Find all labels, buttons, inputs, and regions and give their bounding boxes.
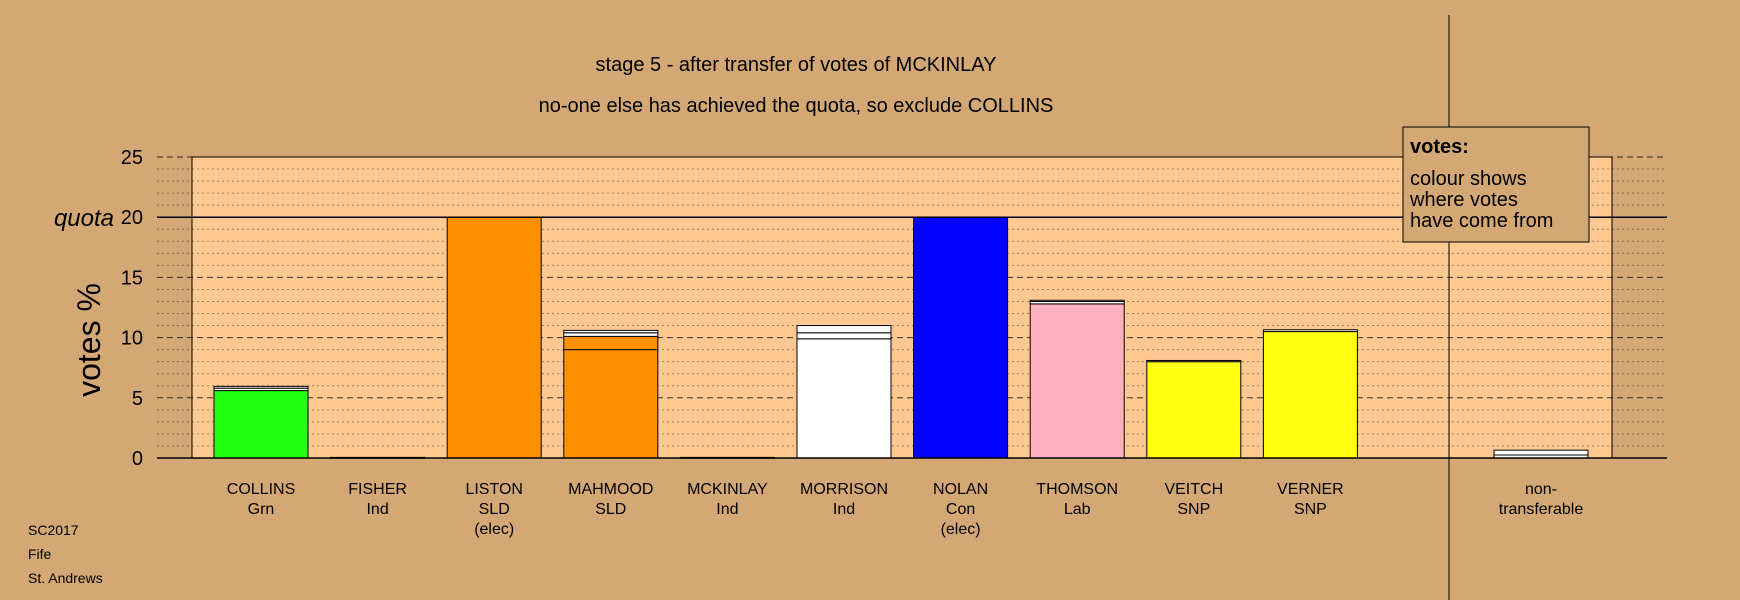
y-axis-label: votes % — [71, 283, 107, 397]
bar-segment — [1146, 361, 1242, 459]
candidate-label: MAHMOOD SLD — [568, 481, 653, 518]
candidate-label-line: COLLINS — [227, 481, 295, 498]
y-tick-label: 20 — [121, 207, 143, 229]
footer-ward: St. Andrews — [28, 570, 103, 586]
candidate-label-line: LISTON — [465, 481, 523, 498]
legend: votes: colour shows where votes have com… — [1402, 126, 1590, 243]
candidate-bar — [1262, 329, 1358, 459]
plot-margin-left — [157, 157, 192, 458]
grid-lines — [157, 156, 1667, 447]
y-tick-label: 25 — [121, 147, 143, 169]
candidate-label-line: Grn — [248, 501, 275, 518]
candidate-label-line: Ind — [833, 501, 855, 518]
candidate-label: VERNER SNP — [1277, 481, 1344, 518]
candidate-label-line: Lab — [1064, 501, 1091, 518]
y-tick-label: 15 — [121, 267, 143, 289]
bar-segment — [1146, 359, 1242, 363]
bar-segment — [563, 335, 659, 351]
legend-box — [1402, 126, 1590, 243]
candidate-label-line: (elec) — [474, 521, 514, 538]
candidate-bar — [563, 329, 659, 459]
candidate-label-line: Ind — [716, 501, 738, 518]
quota-label: quota — [54, 205, 114, 232]
candidate-label: THOMSON Lab — [1036, 481, 1118, 518]
bar-segment — [1262, 329, 1358, 333]
candidate-label-line: non- — [1525, 481, 1557, 498]
bar-segment — [1029, 303, 1125, 459]
bar-segment — [213, 385, 309, 389]
legend-line: where votes — [1409, 189, 1518, 211]
bar-segment — [796, 338, 892, 459]
candidate-label-line: SLD — [595, 501, 626, 518]
legend-line: colour shows — [1410, 168, 1527, 190]
chart-title: stage 5 - after transfer of votes of MCK… — [596, 54, 997, 76]
candidate-bar — [446, 216, 542, 459]
bar-segment — [1262, 331, 1358, 459]
candidate-label: LISTON SLD (elec) — [465, 481, 523, 538]
y-tick-labels: 0 5 10 15 20 25 — [121, 147, 143, 470]
nontransferable-bar — [1493, 449, 1589, 459]
candidate-label-line: SNP — [1177, 501, 1210, 518]
candidate-label: MCKINLAY Ind — [687, 481, 768, 518]
candidate-label: NOLAN Con (elec) — [933, 481, 988, 538]
bar-segment — [1029, 299, 1125, 302]
candidate-label-line: transferable — [1499, 501, 1584, 518]
candidate-label-line: FISHER — [348, 481, 407, 498]
candidate-label-line: Ind — [366, 501, 388, 518]
candidate-label-line: VEITCH — [1164, 481, 1223, 498]
bars — [213, 216, 1589, 459]
candidate-bar — [213, 385, 309, 459]
candidate-label: non-transferable — [1499, 481, 1584, 518]
candidate-bar — [796, 325, 892, 459]
candidate-label: MORRISON Ind — [800, 481, 888, 518]
y-tick-label: 10 — [121, 328, 143, 350]
candidate-label-line: MCKINLAY — [687, 481, 768, 498]
candidate-label-line: MORRISON — [800, 481, 888, 498]
legend-line: have come from — [1410, 210, 1553, 232]
legend-title: votes: — [1410, 136, 1469, 158]
candidate-label-line: NOLAN — [933, 481, 988, 498]
bar-segment — [1493, 449, 1589, 456]
bar-segment — [563, 329, 659, 334]
footer-election: SC2017 — [28, 522, 79, 538]
candidate-label-line: MAHMOOD — [568, 481, 653, 498]
candidate-bar — [913, 216, 1009, 459]
candidate-bar — [1029, 299, 1125, 459]
candidate-labels: COLLINS Grn FISHER Ind LISTON SLD (elec) MAHMOO… — [227, 481, 1584, 538]
chart-subtitle: no-one else has achieved the quota, so e… — [539, 95, 1054, 117]
footer: SC2017 Fife St. Andrews — [28, 522, 103, 586]
y-tick-label: 5 — [132, 388, 143, 410]
candidate-label-line: VERNER — [1277, 481, 1344, 498]
candidate-label-line: SNP — [1294, 501, 1327, 518]
bar-segment — [796, 325, 892, 334]
candidate-label-line: Con — [946, 501, 975, 518]
y-tick-label: 0 — [132, 448, 143, 470]
bar-segment — [563, 332, 659, 337]
plot-margin-right — [1612, 157, 1667, 458]
bar-segment — [446, 216, 542, 459]
bar-segment — [213, 390, 309, 459]
candidate-label-line: (elec) — [941, 521, 981, 538]
bar-segment — [563, 349, 659, 459]
candidate-label: VEITCH SNP — [1164, 481, 1223, 518]
candidate-label-line: SLD — [479, 501, 510, 518]
candidate-label: COLLINS Grn — [227, 481, 295, 518]
footer-council: Fife — [28, 546, 52, 562]
bar-segment — [913, 216, 1009, 459]
bar-segment — [796, 332, 892, 340]
candidate-label-line: THOMSON — [1036, 481, 1118, 498]
candidate-bar — [1146, 359, 1242, 459]
candidate-label: FISHER Ind — [348, 481, 407, 518]
